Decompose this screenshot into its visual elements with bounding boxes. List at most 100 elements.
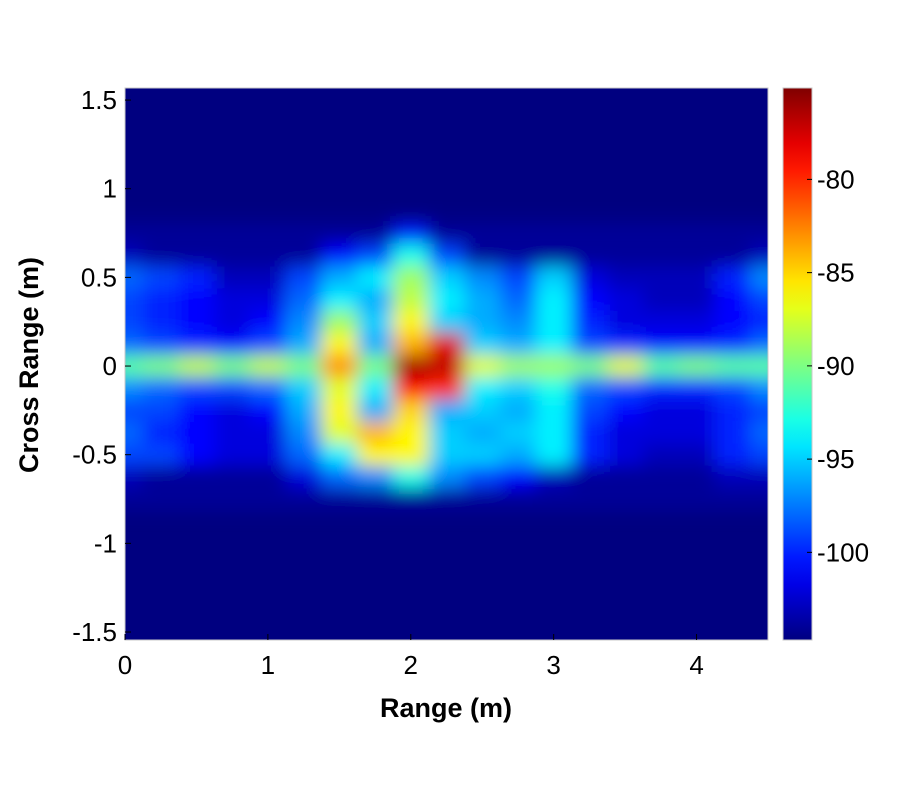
heatmap-cell [607,399,644,422]
heatmap-cell [285,443,322,467]
heatmap-cell [142,421,180,445]
heatmap-cell [535,310,573,334]
heatmap-cell [125,354,144,378]
heatmap-cell [214,354,251,378]
heatmap-cell [464,288,501,312]
heatmap-cell [357,310,394,334]
heatmap-cell [285,288,322,312]
heatmap-cell [214,244,251,267]
heatmap-cell [571,332,608,356]
heatmap-cell [357,465,394,489]
heatmap-cell [142,399,180,422]
heatmap-cell [214,465,251,489]
heatmap-cell [500,377,537,400]
heatmap-cell [125,465,144,489]
heatmap-cell [392,288,430,312]
heatmap-cell [392,244,430,267]
heatmap-cell [535,288,573,312]
heatmap-cell [500,421,537,445]
heatmap-cell [321,443,358,467]
heatmap-cell [357,487,394,511]
heatmap-cell [285,487,322,511]
heatmap-cell [642,288,680,312]
y-tick-label: 0 [103,351,117,381]
heatmap-cell [571,377,608,400]
heatmap-cell [750,332,768,356]
heatmap-cell [250,465,287,489]
heatmap-cell [357,332,394,356]
heatmap-cell [250,421,287,445]
heatmap-cell [464,443,501,467]
y-axis: 1.5 1 0.5 0 -0.5 -1 -1.5 [72,85,131,647]
heatmap-cell [464,399,501,422]
heatmap-cell [678,332,715,356]
heatmap-cell [142,443,180,467]
heatmap-cell [750,244,768,267]
heatmap-cell [250,443,287,467]
heatmap-cell [464,221,501,245]
heatmap-cell [678,221,715,245]
heatmap-cell [750,399,768,422]
heatmap-cell [285,332,322,356]
heatmap-cell [125,221,144,245]
heatmap-cell [142,354,180,378]
heatmap-cell [142,244,180,267]
heatmap-cell [178,354,215,378]
heatmap-cell [125,421,144,445]
heatmap-cell [285,310,322,334]
heatmap-cell [714,266,751,289]
heatmap-cell [464,244,501,267]
heatmap-cell [678,354,715,378]
heatmap-cell [500,487,537,511]
heatmap-cell [464,266,501,289]
heatmap-cell [285,266,322,289]
y-tick-label: -1 [94,528,117,558]
x-axis: 0 1 2 3 4 [118,634,704,680]
heatmap-cell [464,354,501,378]
heatmap-cell [535,377,573,400]
heatmap-cell [607,354,644,378]
heatmap-cell [142,221,180,245]
heatmap-cell [250,354,287,378]
heatmap-cell [750,266,768,289]
heatmap-cell [500,443,537,467]
heatmap-cell [464,332,501,356]
y-tick-label: 1 [103,174,117,204]
heatmap-cell [357,399,394,422]
heatmap-cell [178,465,215,489]
colorbar-tick-label: -100 [817,537,869,567]
heatmap-cell [392,421,430,445]
heatmap-cell [125,399,144,422]
heatmap-cell [678,310,715,334]
colorbar-tick-label: -90 [817,351,855,381]
heatmap-cell [392,377,430,400]
heatmap-cell [428,465,465,489]
heatmap-cell [142,266,180,289]
heatmap-cell [178,332,215,356]
y-axis-label: Cross Range (m) [14,257,44,473]
heatmap-cell [678,443,715,467]
heatmap-cell [250,332,287,356]
heatmap-cell [142,310,180,334]
heatmap-cell [464,421,501,445]
heatmap-cell [607,288,644,312]
heatmap-cell [321,221,358,245]
heatmap-cell [500,266,537,289]
heatmap-cell [714,354,751,378]
heatmap-cell [285,377,322,400]
heatmap-cell [464,310,501,334]
heatmap-cell [178,377,215,400]
heatmap-cell [285,465,322,489]
heatmap-cell [357,421,394,445]
heatmap-cell [321,288,358,312]
heatmap-cell [285,354,322,378]
heatmap-cell [571,221,608,245]
heatmap-cell [428,354,465,378]
heatmap-cell [250,244,287,267]
x-tick-label: 4 [689,650,703,680]
heatmap-cell [607,310,644,334]
heatmap-cell [214,221,251,245]
heatmap-cell [178,288,215,312]
heatmap-cell [285,221,322,245]
heatmap-cell [428,487,465,511]
